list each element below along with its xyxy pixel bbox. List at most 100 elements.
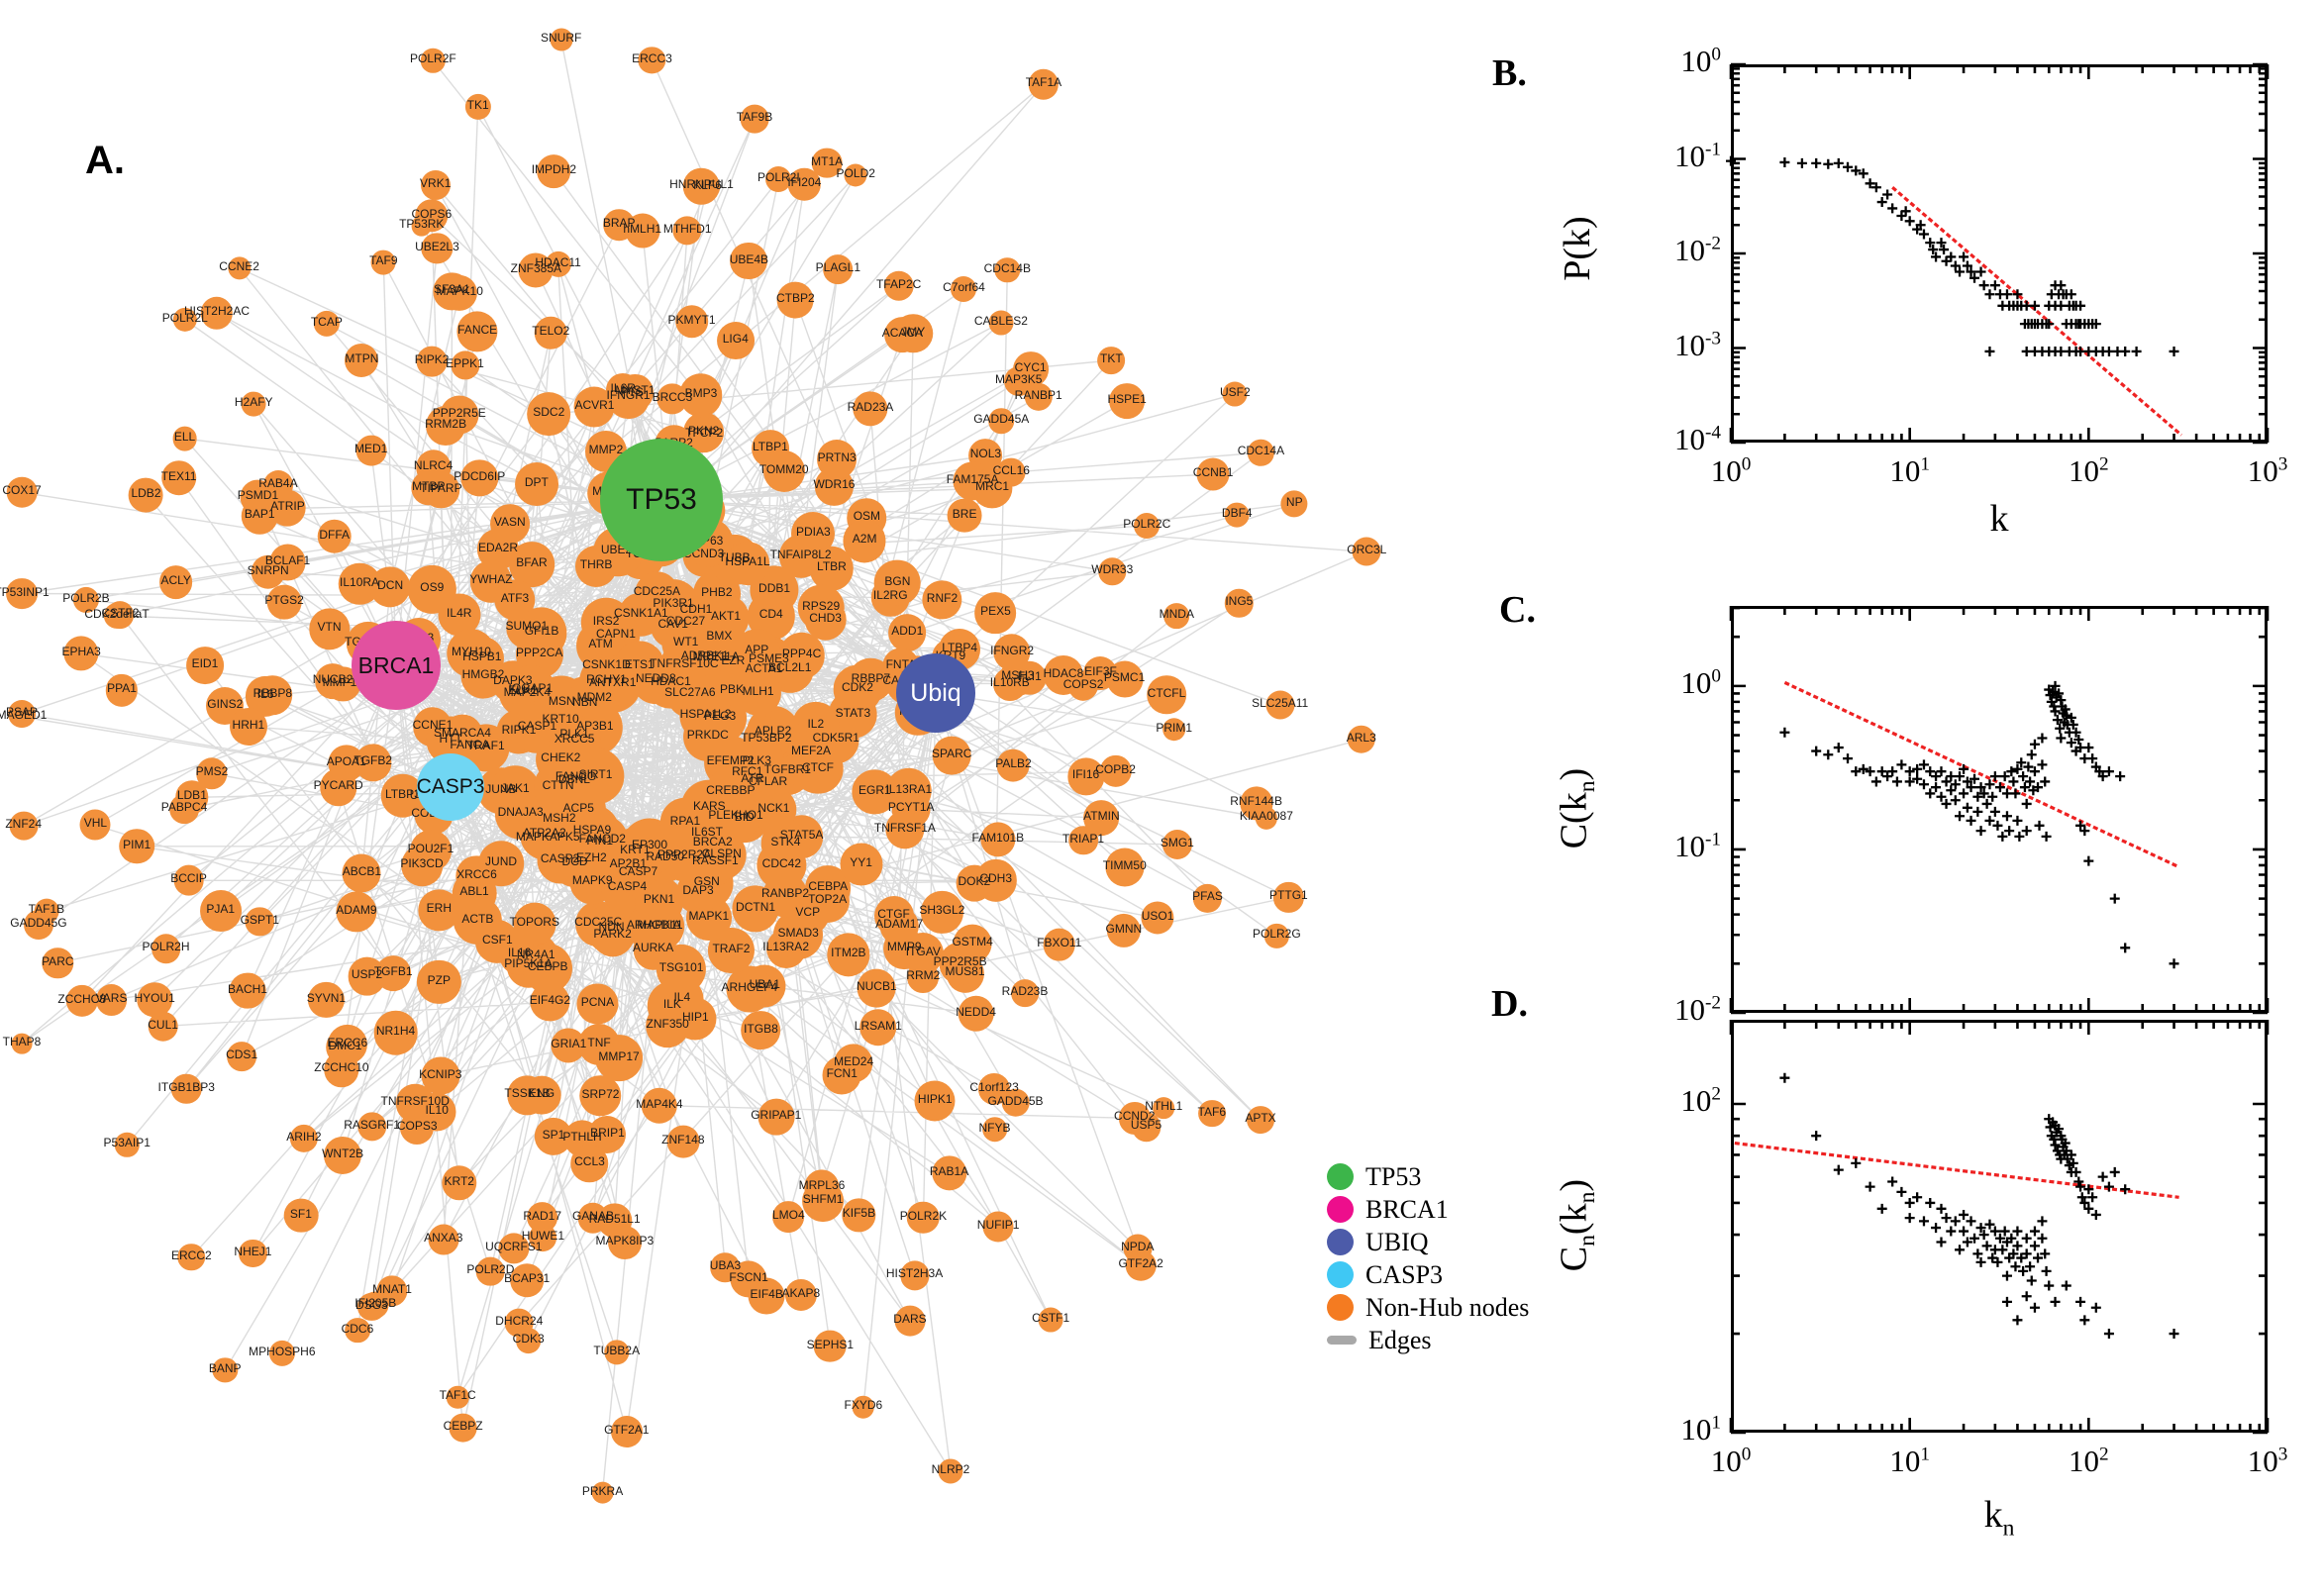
network-node	[308, 608, 351, 649]
network-node	[842, 1198, 876, 1233]
legend-item-label: TP53	[1365, 1161, 1422, 1191]
network-node-label: RANBP1	[1014, 387, 1062, 402]
network-node	[666, 1125, 700, 1158]
network-node-label: VASN	[493, 515, 526, 530]
network-node-label: MRC1	[975, 478, 1010, 493]
network-node	[523, 943, 573, 993]
network-node-label: ARL3	[1346, 730, 1376, 745]
network-node-label: NUCB1	[856, 978, 897, 993]
network-node	[883, 928, 926, 969]
network-node	[852, 1396, 875, 1419]
network-node-label: MNAT1	[372, 1282, 412, 1297]
network-node-label: PPP2R5B	[933, 953, 987, 968]
legend-item-label: Non-Hub nodes	[1365, 1292, 1530, 1322]
x-tick-label: 100	[1710, 1444, 1752, 1479]
network-node-label: DCTN1	[736, 900, 776, 915]
network-node-label: MAGED1	[0, 707, 48, 722]
network-node-label: TRIAP1	[1061, 831, 1105, 846]
network-node-label: IMPDH2	[531, 162, 577, 177]
network-node	[591, 1481, 614, 1505]
network-node-label: PLAGL1	[815, 259, 861, 274]
network-node-label: A2M	[852, 532, 877, 547]
network-node	[817, 439, 858, 479]
network-node-label: PTGS2	[264, 593, 304, 608]
network-node-label: CDK2	[841, 680, 873, 695]
network-node-label: CDH1	[679, 601, 713, 616]
network-node-label: CCL3	[574, 1154, 605, 1169]
network-node-label: CSTF2	[101, 606, 140, 621]
network-node-label: HSPA1L2	[679, 707, 732, 722]
network-node-label: CHEK2	[541, 749, 581, 764]
network-node-label: SRP72	[581, 1086, 620, 1101]
network-node-label: IL2	[807, 716, 825, 731]
network-node	[513, 902, 556, 946]
network-node	[229, 707, 267, 746]
network-node-label: EPPK1	[446, 355, 484, 370]
network-node-label: CDC6	[341, 1321, 374, 1336]
y-tick-label: 101	[1680, 1412, 1721, 1447]
panel-a-label: A.	[85, 139, 125, 182]
network-node-label: VRK1	[420, 175, 452, 190]
network-node	[446, 1385, 469, 1409]
network-node-label: MAPK11	[637, 917, 683, 932]
network-node-label: GTF2A1	[604, 1423, 650, 1438]
plot-neighborhood-connectivity: 100 101 102 103 102 101 Cn(kn) kn	[1553, 1020, 2287, 1540]
nonhub-dot-icon	[1327, 1294, 1354, 1321]
network-node-label: SIRT1	[578, 767, 613, 782]
network-node-label: TIMM50	[1102, 857, 1147, 872]
network-node	[79, 809, 111, 841]
network-node-label: FSCN1	[729, 1270, 768, 1285]
network-node	[23, 910, 53, 941]
network-node	[526, 1201, 558, 1234]
network-node-label: PIM1	[123, 837, 152, 851]
network-node	[1001, 1088, 1030, 1117]
network-node-label: ADAM9	[336, 903, 377, 918]
network-node-label: RAD23A	[847, 400, 894, 415]
network-node-label: DNAJA3	[497, 804, 544, 819]
network-node-label: hMLH1	[623, 221, 662, 236]
network-node-label: CDC14A	[1237, 444, 1285, 458]
network-node-label: KLF6	[693, 177, 722, 192]
network-node-label: TKT	[1099, 350, 1123, 365]
network-node-label: DSG3	[355, 1298, 388, 1313]
network-node	[319, 768, 357, 807]
network-node	[170, 1073, 202, 1105]
network-node-label: PPP2CA	[516, 646, 563, 660]
network-node-label: RAB1A	[929, 1164, 969, 1179]
network-node-label: ACVR1	[574, 398, 615, 413]
network-node-label: RRM2B	[425, 416, 467, 431]
network-node-label: SEPHS1	[806, 1337, 855, 1351]
network-node-label: DHCR24	[495, 1314, 544, 1329]
network-node	[308, 982, 345, 1019]
network-node	[268, 1340, 295, 1367]
network-node-label: ITGAV	[905, 945, 941, 959]
network-node-label: COX17	[2, 483, 42, 498]
hub-node-ubiq: Ubiq	[896, 653, 975, 733]
network-node	[595, 1034, 643, 1082]
network-node-label: MMP9	[886, 940, 922, 954]
network-node-label: DARS	[893, 1312, 927, 1327]
network-node-label: IFNGR1	[606, 387, 651, 402]
network-node-label: TOPORS	[509, 914, 559, 929]
network-node	[269, 544, 307, 581]
network-node	[921, 891, 963, 934]
network-node-label: LMO4	[771, 1208, 805, 1223]
network-node-label: GADD45A	[973, 411, 1030, 426]
network-node	[751, 429, 789, 467]
network-node-label: DBF4	[1221, 506, 1253, 521]
network-node-label: FAM175A	[946, 472, 999, 487]
network-node	[449, 1413, 478, 1443]
network-node	[853, 391, 888, 427]
network-node	[604, 1340, 630, 1365]
network-node	[674, 304, 709, 339]
network-node-label: ITGB1BP3	[157, 1079, 215, 1094]
network-node	[534, 1117, 573, 1155]
network-node-label: PTHLH	[562, 1129, 602, 1144]
network-node-label: NP	[1285, 494, 1303, 509]
network-node-label: SF3A1	[434, 282, 470, 297]
network-node-label: LTBP4	[942, 640, 978, 654]
network-node-label: RNF144B	[1230, 794, 1282, 809]
network-node	[765, 166, 792, 193]
network-node	[450, 350, 480, 380]
network-node	[1162, 717, 1186, 742]
